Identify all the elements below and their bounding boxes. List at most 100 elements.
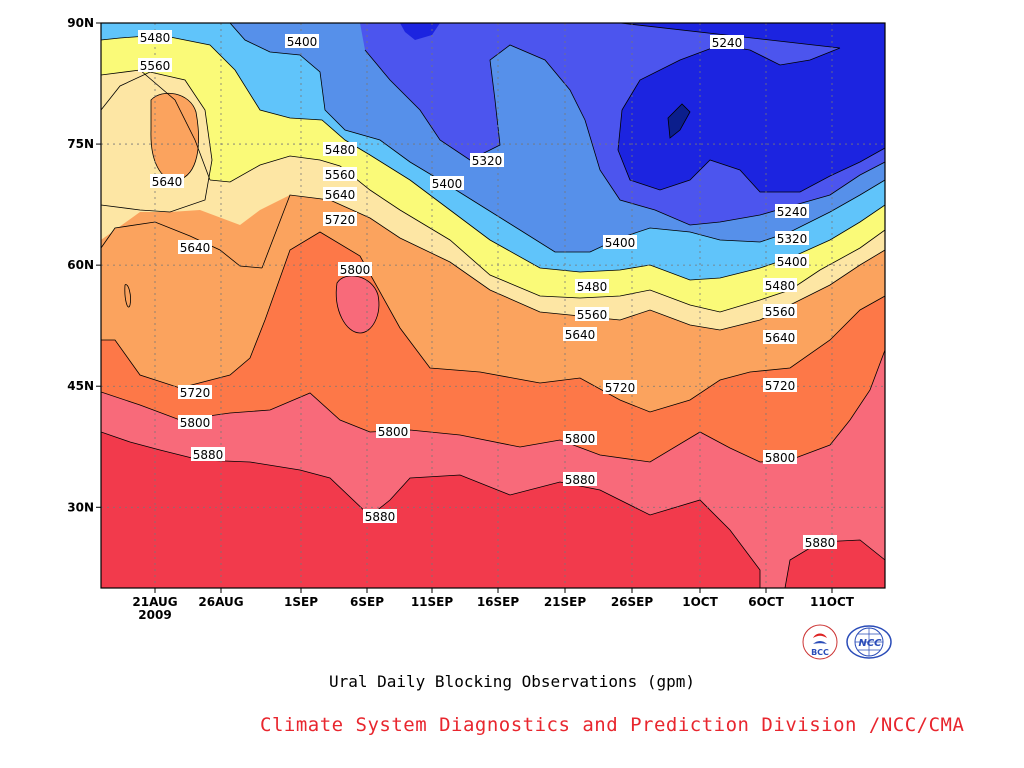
contour-label-bg [775,231,809,245]
plot-frame [100,22,886,589]
contour-label-bg [138,58,172,72]
contour-label: 5720 [605,381,636,395]
contour-label: 5480 [140,31,171,45]
contour-line-min [667,103,691,139]
contour-label: 5480 [325,143,356,157]
contour-label: 5240 [777,205,808,219]
contour-label: 5320 [472,154,503,168]
contour-line-5400 [229,23,885,253]
contour-label: 5400 [605,236,636,250]
y-tick-label: 90N [67,16,94,30]
x-tick-label: 26SEP [611,595,654,609]
contour-label: 5480 [577,280,608,294]
x-tick-label: 6SEP [350,595,384,609]
contour-label-bg [763,450,797,464]
contour-label-bg [323,142,357,156]
contour-label: 5480 [765,279,796,293]
contour-label-bg [323,167,357,181]
contour-label: 5640 [180,241,211,255]
contour-label-bg [430,176,464,190]
contour-label: 5640 [765,331,796,345]
contour-label: 5640 [565,328,596,342]
contour-label-bg [376,424,410,438]
contour-label: 5800 [565,432,596,446]
x-tick-label: 6OCT [748,595,784,609]
contour-label: 5240 [712,36,743,50]
contour-label-bg [563,431,597,445]
contour-label-bg [763,304,797,318]
x-axis-ticks: 21AUG 26AUG 1SEP 6SEP 11SEP 16SEP 21SEP 26SEP 1O… [132,588,855,609]
credit-line: Climate System Diagnostics and Predictio… [260,714,965,736]
x-tick-label: 1OCT [682,595,718,609]
contour-label: 5720 [180,386,211,400]
ncc-logo: NCC [846,625,892,659]
contour-line-5640-bubble [150,92,199,181]
contour-label-bg [178,240,212,254]
contour-label: 5560 [765,305,796,319]
contour-label-bg [603,380,637,394]
x-tick-label: 26AUG [198,595,243,609]
contour-label-bg [323,187,357,201]
x-tick-label: 21AUG [132,595,177,609]
bcc-logo: BCC [802,624,838,660]
contour-label-bg [763,378,797,392]
fill-top-blobs [400,23,440,40]
contour-label: 5640 [325,188,356,202]
contour-line-5480 [101,34,885,281]
contour-label: 5560 [577,308,608,322]
contour-label-bg [178,415,212,429]
contour-label-bg [138,30,172,44]
y-tick-label: 60N [67,258,94,272]
chart-title: Ural Daily Blocking Observations (gpm) [328,672,696,691]
contour-label: 5720 [325,213,356,227]
contour-label-bg [150,174,184,188]
contour-labels: 5480 5560 5640 5400 5480 5560 5640 5720 5800 5640… [138,30,837,550]
y-tick-label: 75N [67,137,94,151]
contour-label-bg [575,279,609,293]
contour-label-bg [803,535,837,549]
contour-label-bg [710,35,744,49]
fill-5640-bubble [150,93,199,181]
svg-text:BCC: BCC [811,648,829,657]
fill-5640-blob [101,222,265,388]
contour-label: 5800 [378,425,409,439]
contour-label: 5400 [287,35,318,49]
x-year-label: 2009 [138,608,171,622]
y-axis-ticks: 90N 75N 60N 45N 30N [67,16,101,514]
fill-5800-island [336,275,379,333]
contour-label-bg [775,204,809,218]
contour-label: 5640 [152,175,183,189]
plot-area [101,23,885,588]
x-tick-label: 1SEP [284,595,318,609]
contour-line-5800-island [335,275,380,334]
contour-label-bg [323,212,357,226]
contour-label: 5800 [180,416,211,430]
y-tick-label: 45N [67,379,94,393]
contour-label-bg [763,330,797,344]
contour-line-5720 [101,231,885,413]
y-tick-label: 30N [67,500,94,514]
contour-label: 5800 [340,263,371,277]
contour-label-bg [178,385,212,399]
contour-label: 5880 [565,473,596,487]
x-tick-label: 21SEP [544,595,587,609]
contour-label-bg [191,447,225,461]
fill-below-5240 [618,23,885,192]
x-tick-label: 16SEP [477,595,520,609]
contour-label: 5560 [325,168,356,182]
x-tick-label: 11SEP [411,595,454,609]
contour-label: 5880 [193,448,224,462]
contour-label-bg [285,34,319,48]
contour-label: 5320 [777,232,808,246]
contour-label: 5560 [140,59,171,73]
contour-label: 5800 [765,451,796,465]
contour-line-5800 [101,349,885,463]
contour-label: 5880 [805,536,836,550]
contour-label-bg [338,262,372,276]
contour-label: 5720 [765,379,796,393]
contour-label-bg [775,254,809,268]
contour-label: 5400 [432,177,463,191]
contour-line-blob [124,284,131,308]
contour-label-bg [603,235,637,249]
